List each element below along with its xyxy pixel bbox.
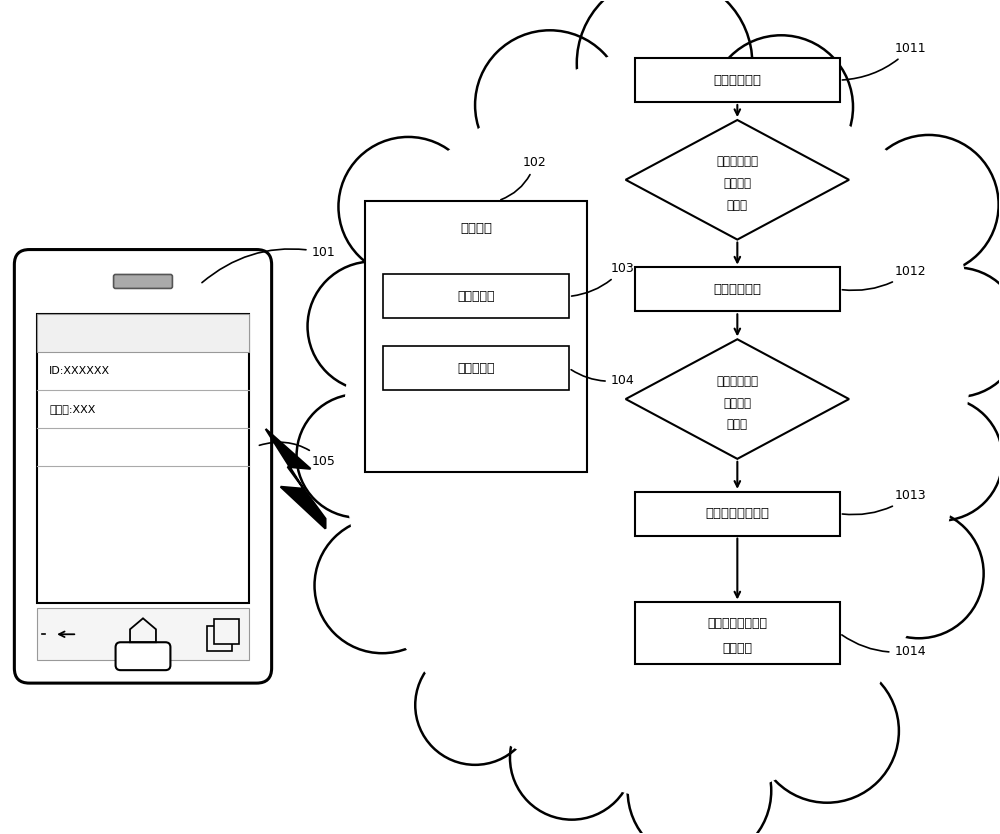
Circle shape: [859, 135, 999, 274]
Polygon shape: [266, 429, 325, 529]
FancyBboxPatch shape: [116, 642, 170, 671]
Polygon shape: [626, 339, 849, 459]
Text: 第一数据对象: 第一数据对象: [713, 73, 761, 87]
Ellipse shape: [375, 65, 954, 763]
Polygon shape: [542, 38, 674, 126]
Text: 1011: 1011: [842, 42, 926, 80]
Text: 102: 102: [501, 156, 547, 200]
Circle shape: [415, 646, 535, 765]
Text: 1013: 1013: [842, 490, 926, 515]
Text: 103: 103: [572, 262, 634, 296]
Text: 第一数据源: 第一数据源: [457, 290, 495, 303]
Polygon shape: [366, 573, 489, 716]
Bar: [37, 314, 249, 352]
Bar: [214, 620, 239, 644]
FancyBboxPatch shape: [114, 274, 172, 289]
Text: ID:XXXXXX: ID:XXXXXX: [49, 366, 110, 376]
Circle shape: [510, 696, 634, 820]
Bar: [383, 346, 569, 390]
Text: 1012: 1012: [842, 265, 926, 290]
Polygon shape: [340, 453, 402, 589]
Text: 第一界面数据对象: 第一界面数据对象: [705, 507, 769, 520]
Bar: [635, 268, 840, 311]
Bar: [383, 274, 569, 319]
Text: 104: 104: [571, 369, 634, 387]
Circle shape: [892, 268, 1000, 397]
Ellipse shape: [340, 23, 989, 805]
Circle shape: [854, 509, 984, 638]
Text: 105: 105: [259, 442, 335, 468]
Text: 是否发生: 是否发生: [723, 396, 751, 409]
Bar: [37, 608, 249, 661]
Text: 1014: 1014: [842, 635, 926, 658]
Polygon shape: [690, 711, 836, 811]
Circle shape: [577, 0, 752, 151]
Circle shape: [628, 719, 771, 834]
Text: 第二数据源: 第二数据源: [457, 362, 495, 374]
Text: 101: 101: [202, 246, 335, 283]
Text: 第二数据对象: 第二数据对象: [713, 283, 761, 296]
Polygon shape: [900, 455, 959, 577]
Text: 数据仓库: 数据仓库: [460, 222, 492, 235]
Circle shape: [755, 659, 899, 802]
Polygon shape: [908, 200, 976, 336]
Circle shape: [308, 262, 437, 391]
Text: 数据对象: 数据对象: [722, 641, 752, 655]
Text: 第一数据对象: 第一数据对象: [716, 155, 758, 168]
Bar: [207, 626, 232, 651]
Text: 用户名:XXX: 用户名:XXX: [49, 404, 96, 414]
Bar: [635, 492, 840, 535]
Text: 变化？: 变化？: [727, 199, 748, 212]
Polygon shape: [808, 564, 936, 741]
Bar: [365, 201, 587, 472]
Circle shape: [709, 35, 853, 178]
Bar: [635, 58, 840, 102]
Polygon shape: [655, 38, 789, 128]
Circle shape: [338, 137, 478, 276]
Polygon shape: [466, 689, 581, 774]
Polygon shape: [396, 87, 563, 224]
Text: 第二数据对象: 第二数据对象: [716, 374, 758, 388]
FancyBboxPatch shape: [14, 249, 272, 683]
Polygon shape: [769, 89, 940, 222]
Circle shape: [879, 397, 1000, 520]
Bar: [37, 314, 249, 603]
Text: 变化？: 变化？: [727, 419, 748, 431]
Circle shape: [315, 518, 450, 653]
Polygon shape: [922, 330, 976, 461]
Text: 是否发生: 是否发生: [723, 178, 751, 190]
Polygon shape: [354, 201, 428, 332]
Circle shape: [475, 30, 625, 180]
Polygon shape: [626, 120, 849, 239]
Bar: [635, 602, 840, 664]
Polygon shape: [340, 324, 392, 458]
Circle shape: [297, 394, 420, 518]
Ellipse shape: [365, 55, 964, 773]
Text: 更新后的第一界面: 更新后的第一界面: [707, 617, 767, 630]
Polygon shape: [567, 740, 705, 811]
